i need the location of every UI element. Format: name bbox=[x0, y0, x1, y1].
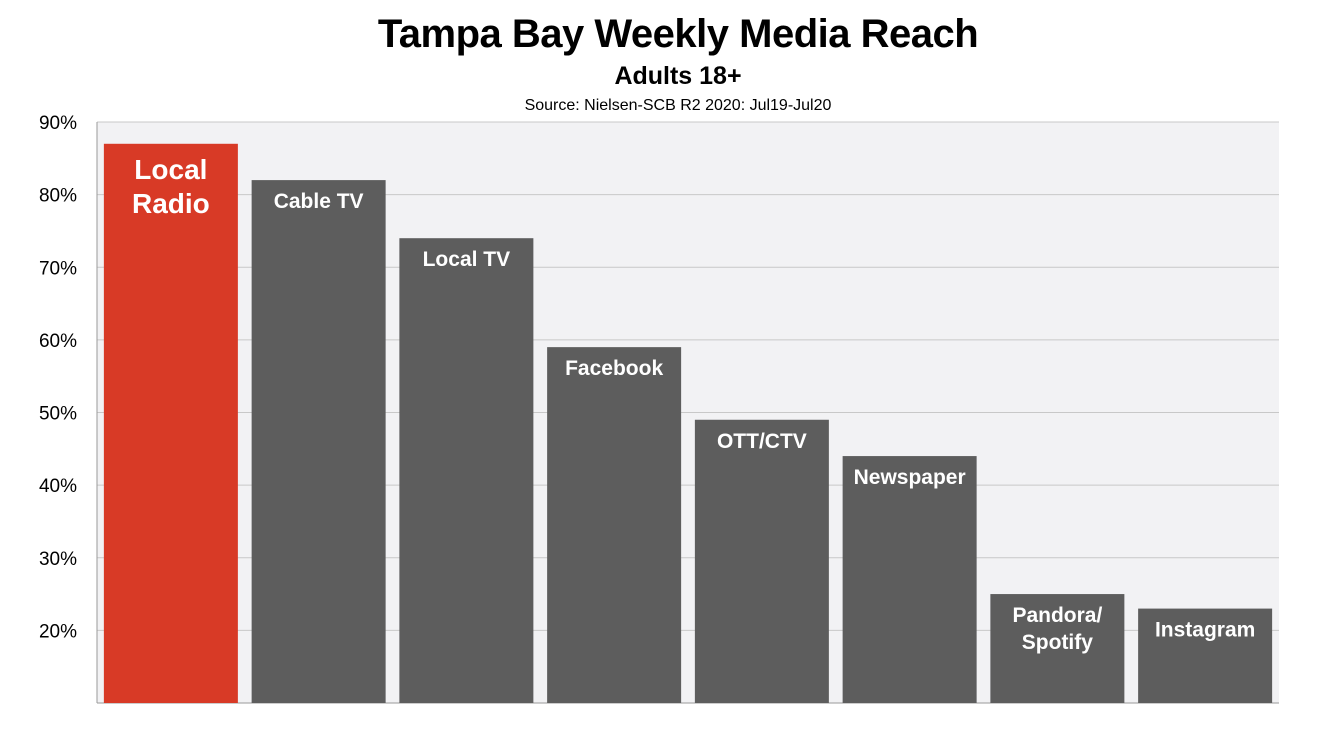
bar bbox=[842, 456, 977, 703]
bar-label-line: Spotify bbox=[1022, 631, 1093, 654]
bar bbox=[990, 594, 1125, 703]
bar bbox=[694, 419, 829, 703]
bar-category-label: Cable TV bbox=[274, 190, 364, 213]
bar bbox=[399, 238, 534, 703]
bar-label-line: Pandora/ bbox=[1012, 604, 1102, 627]
y-tick-label: 20% bbox=[39, 621, 77, 642]
bar-label-line: Radio bbox=[132, 188, 210, 219]
bar-category-label: Instagram bbox=[1155, 619, 1255, 642]
bar-category-label: Local Radio bbox=[132, 154, 210, 219]
y-tick-label: 60% bbox=[39, 331, 77, 352]
y-tick-label: 70% bbox=[39, 258, 77, 279]
y-tick-label: 40% bbox=[39, 476, 77, 497]
chart-title: Tampa Bay Weekly Media Reach bbox=[377, 12, 979, 56]
bar bbox=[547, 347, 682, 703]
bar-label-line: OTT/CTV bbox=[717, 430, 807, 453]
y-tick-label: 90% bbox=[39, 113, 77, 134]
bar-label-line: Facebook bbox=[565, 357, 663, 380]
bar-category-label: Pandora/Spotify bbox=[1012, 604, 1102, 654]
y-tick-label: 80% bbox=[39, 186, 77, 207]
bar-label-line: Local TV bbox=[423, 248, 511, 271]
bar-category-label: OTT/CTV bbox=[717, 430, 807, 453]
bar-label-line: Newspaper bbox=[854, 466, 966, 489]
chart-subtitle: Adults 18+ bbox=[614, 62, 742, 90]
bar-category-label: Facebook bbox=[565, 357, 663, 380]
bar bbox=[103, 143, 238, 704]
bar bbox=[1138, 608, 1273, 703]
y-tick-label: 30% bbox=[39, 549, 77, 570]
bar-label-line: Local bbox=[134, 154, 207, 185]
y-tick-label: 50% bbox=[39, 404, 77, 425]
chart-source: Source: Nielsen-SCB R2 2020: Jul19-Jul20 bbox=[524, 97, 832, 114]
bar-category-label: Local TV bbox=[423, 248, 511, 271]
bar-category-label: Newspaper bbox=[854, 466, 966, 489]
bar-label-line: Cable TV bbox=[274, 190, 364, 213]
bar-label-line: Instagram bbox=[1155, 619, 1255, 642]
bar bbox=[251, 180, 386, 704]
